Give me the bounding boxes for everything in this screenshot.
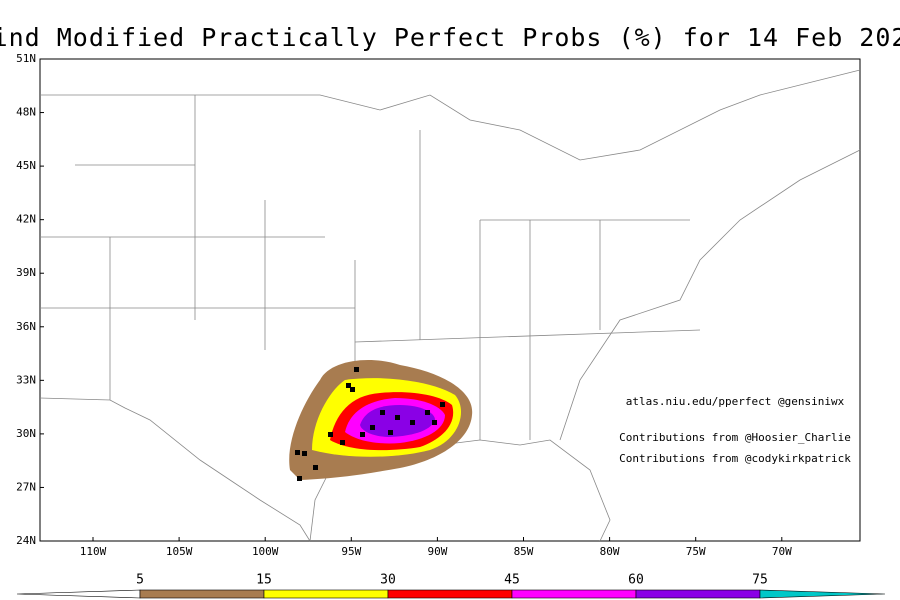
report (313, 465, 318, 470)
report (302, 451, 307, 456)
colorbar-label: 75 (752, 573, 768, 588)
lat-label: 36N (16, 320, 36, 333)
map-frame (39, 58, 861, 542)
boundaries (39, 69, 861, 542)
lon-label: 70W (772, 545, 792, 558)
report (340, 440, 345, 445)
lat-label: 48N (16, 106, 36, 119)
lat-label: 39N (16, 266, 36, 279)
report (354, 367, 359, 372)
colorbar: 5 15 30 45 60 75 (16, 573, 886, 599)
map: atlas.niu.edu/pperfect @gensiniwx Contri… (39, 58, 861, 542)
report (295, 450, 300, 455)
lat-label: 42N (16, 213, 36, 226)
colorbar-end (16, 589, 141, 599)
report (432, 420, 437, 425)
report (388, 430, 393, 435)
state-line (354, 329, 701, 343)
report (380, 410, 385, 415)
contour-fill (360, 405, 435, 437)
colorbar-label: 5 (136, 573, 144, 588)
lat-label: 51N (16, 52, 36, 65)
credit: Contributions from @codykirkpatrick (619, 452, 851, 465)
report (425, 410, 430, 415)
lon-label: 90W (427, 545, 447, 558)
title: Wind Modified Practically Perfect Probs … (0, 23, 900, 52)
lat-label: 24N (16, 534, 36, 547)
report (395, 415, 400, 420)
report (370, 425, 375, 430)
colorbar-segment (263, 589, 389, 599)
report (346, 383, 351, 388)
lat-label: 27N (16, 480, 36, 493)
lat-label: 30N (16, 427, 36, 440)
colorbar-segment (635, 589, 761, 599)
border (39, 397, 311, 542)
lon-label: 75W (686, 545, 706, 558)
colorbar-label: 60 (628, 573, 644, 588)
report (328, 432, 333, 437)
lon-label: 105W (166, 545, 193, 558)
coastline (559, 149, 861, 441)
lon-label: 110W (80, 545, 107, 558)
lon-label: 80W (600, 545, 620, 558)
reports (295, 367, 445, 481)
colorbar-segment (511, 589, 637, 599)
colorbar-segment (387, 589, 513, 599)
report (360, 432, 365, 437)
axes: 24N 27N 30N 33N 36N 39N 42N 45N 48N 51N 110W 105W 10… (16, 52, 792, 558)
colorbar-label: 45 (504, 573, 520, 588)
report (440, 402, 445, 407)
colorbar-end (759, 589, 886, 599)
lat-label: 45N (16, 159, 36, 172)
colorbar-label: 30 (380, 573, 396, 588)
report (297, 476, 302, 481)
colorbar-segment (139, 589, 265, 599)
border (40, 69, 861, 161)
report (350, 387, 355, 392)
lon-label: 85W (514, 545, 534, 558)
lon-label: 100W (252, 545, 279, 558)
lat-label: 33N (16, 373, 36, 386)
lon-label: 95W (341, 545, 361, 558)
credit: atlas.niu.edu/pperfect @gensiniwx (626, 395, 845, 408)
colorbar-label: 15 (256, 573, 272, 588)
credit: Contributions from @Hoosier_Charlie (619, 431, 851, 444)
report (410, 420, 415, 425)
